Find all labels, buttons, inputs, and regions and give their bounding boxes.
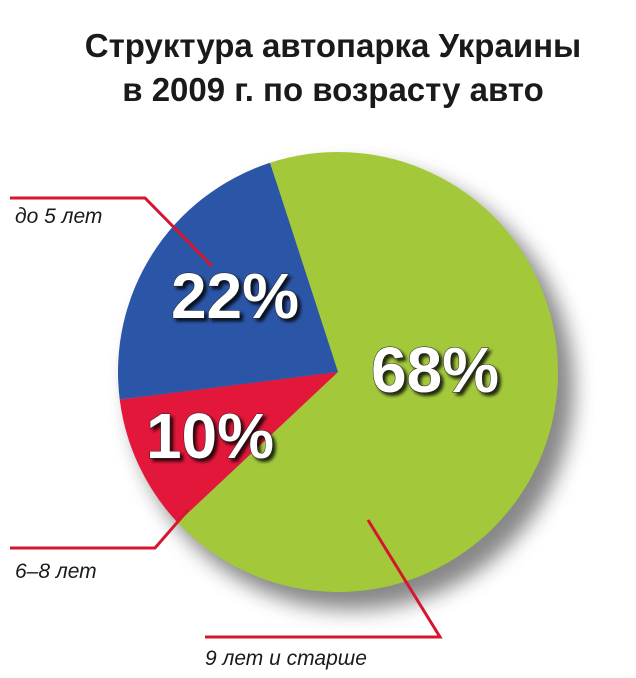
labels: 68% 9 лет и старше 10% 6–8 лет 22% до 5 лет <box>15 205 500 670</box>
leader-line <box>205 519 443 639</box>
pie <box>117 152 559 592</box>
value-label: 22% <box>171 260 299 332</box>
value-label: 68% <box>371 334 499 406</box>
chart-title: Структура автопарка Украины <box>85 27 581 64</box>
pie-slice <box>117 162 338 400</box>
value-label: 10% <box>146 400 274 472</box>
category-label: 6–8 лет <box>15 560 97 583</box>
chart-title: в 2009 г. по возрасту авто <box>122 71 544 108</box>
leader-line <box>10 196 214 268</box>
category-label: 9 лет и старше <box>205 647 367 670</box>
pie-slice <box>177 152 559 592</box>
leader-line <box>10 509 190 550</box>
pie-slice <box>119 372 338 523</box>
leaders <box>10 196 443 639</box>
category-label: до 5 лет <box>15 205 102 228</box>
